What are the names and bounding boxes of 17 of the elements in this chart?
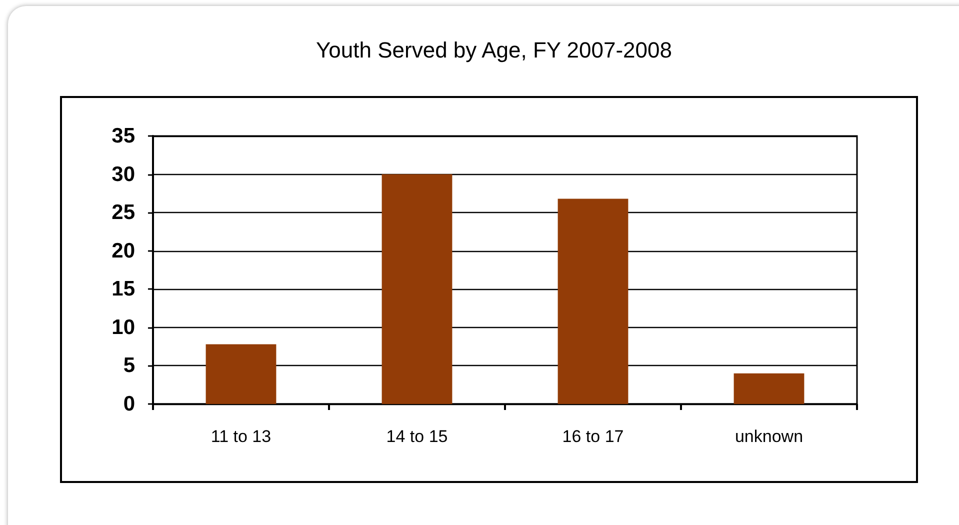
y-tick-label: 35 — [112, 124, 136, 148]
y-tick-label: 5 — [123, 354, 136, 378]
x-tick-label: 14 to 15 — [386, 427, 448, 446]
y-tick-label: 30 — [112, 162, 135, 186]
x-tick-label: 16 to 17 — [562, 427, 624, 446]
bar — [206, 344, 276, 404]
bar — [382, 174, 452, 404]
bar — [558, 198, 628, 404]
chart-title: Youth Served by Age, FY 2007-2008 — [316, 38, 672, 62]
bar — [734, 373, 804, 404]
x-tick-label: 11 to 13 — [210, 427, 272, 446]
y-tick-label: 20 — [112, 239, 135, 262]
y-tick-label: 25 — [112, 201, 136, 224]
y-tick-label: 10 — [112, 316, 135, 339]
y-tick-label: 0 — [123, 392, 135, 416]
y-tick-label: 15 — [112, 278, 136, 301]
x-tick-label: unknown — [734, 427, 804, 446]
